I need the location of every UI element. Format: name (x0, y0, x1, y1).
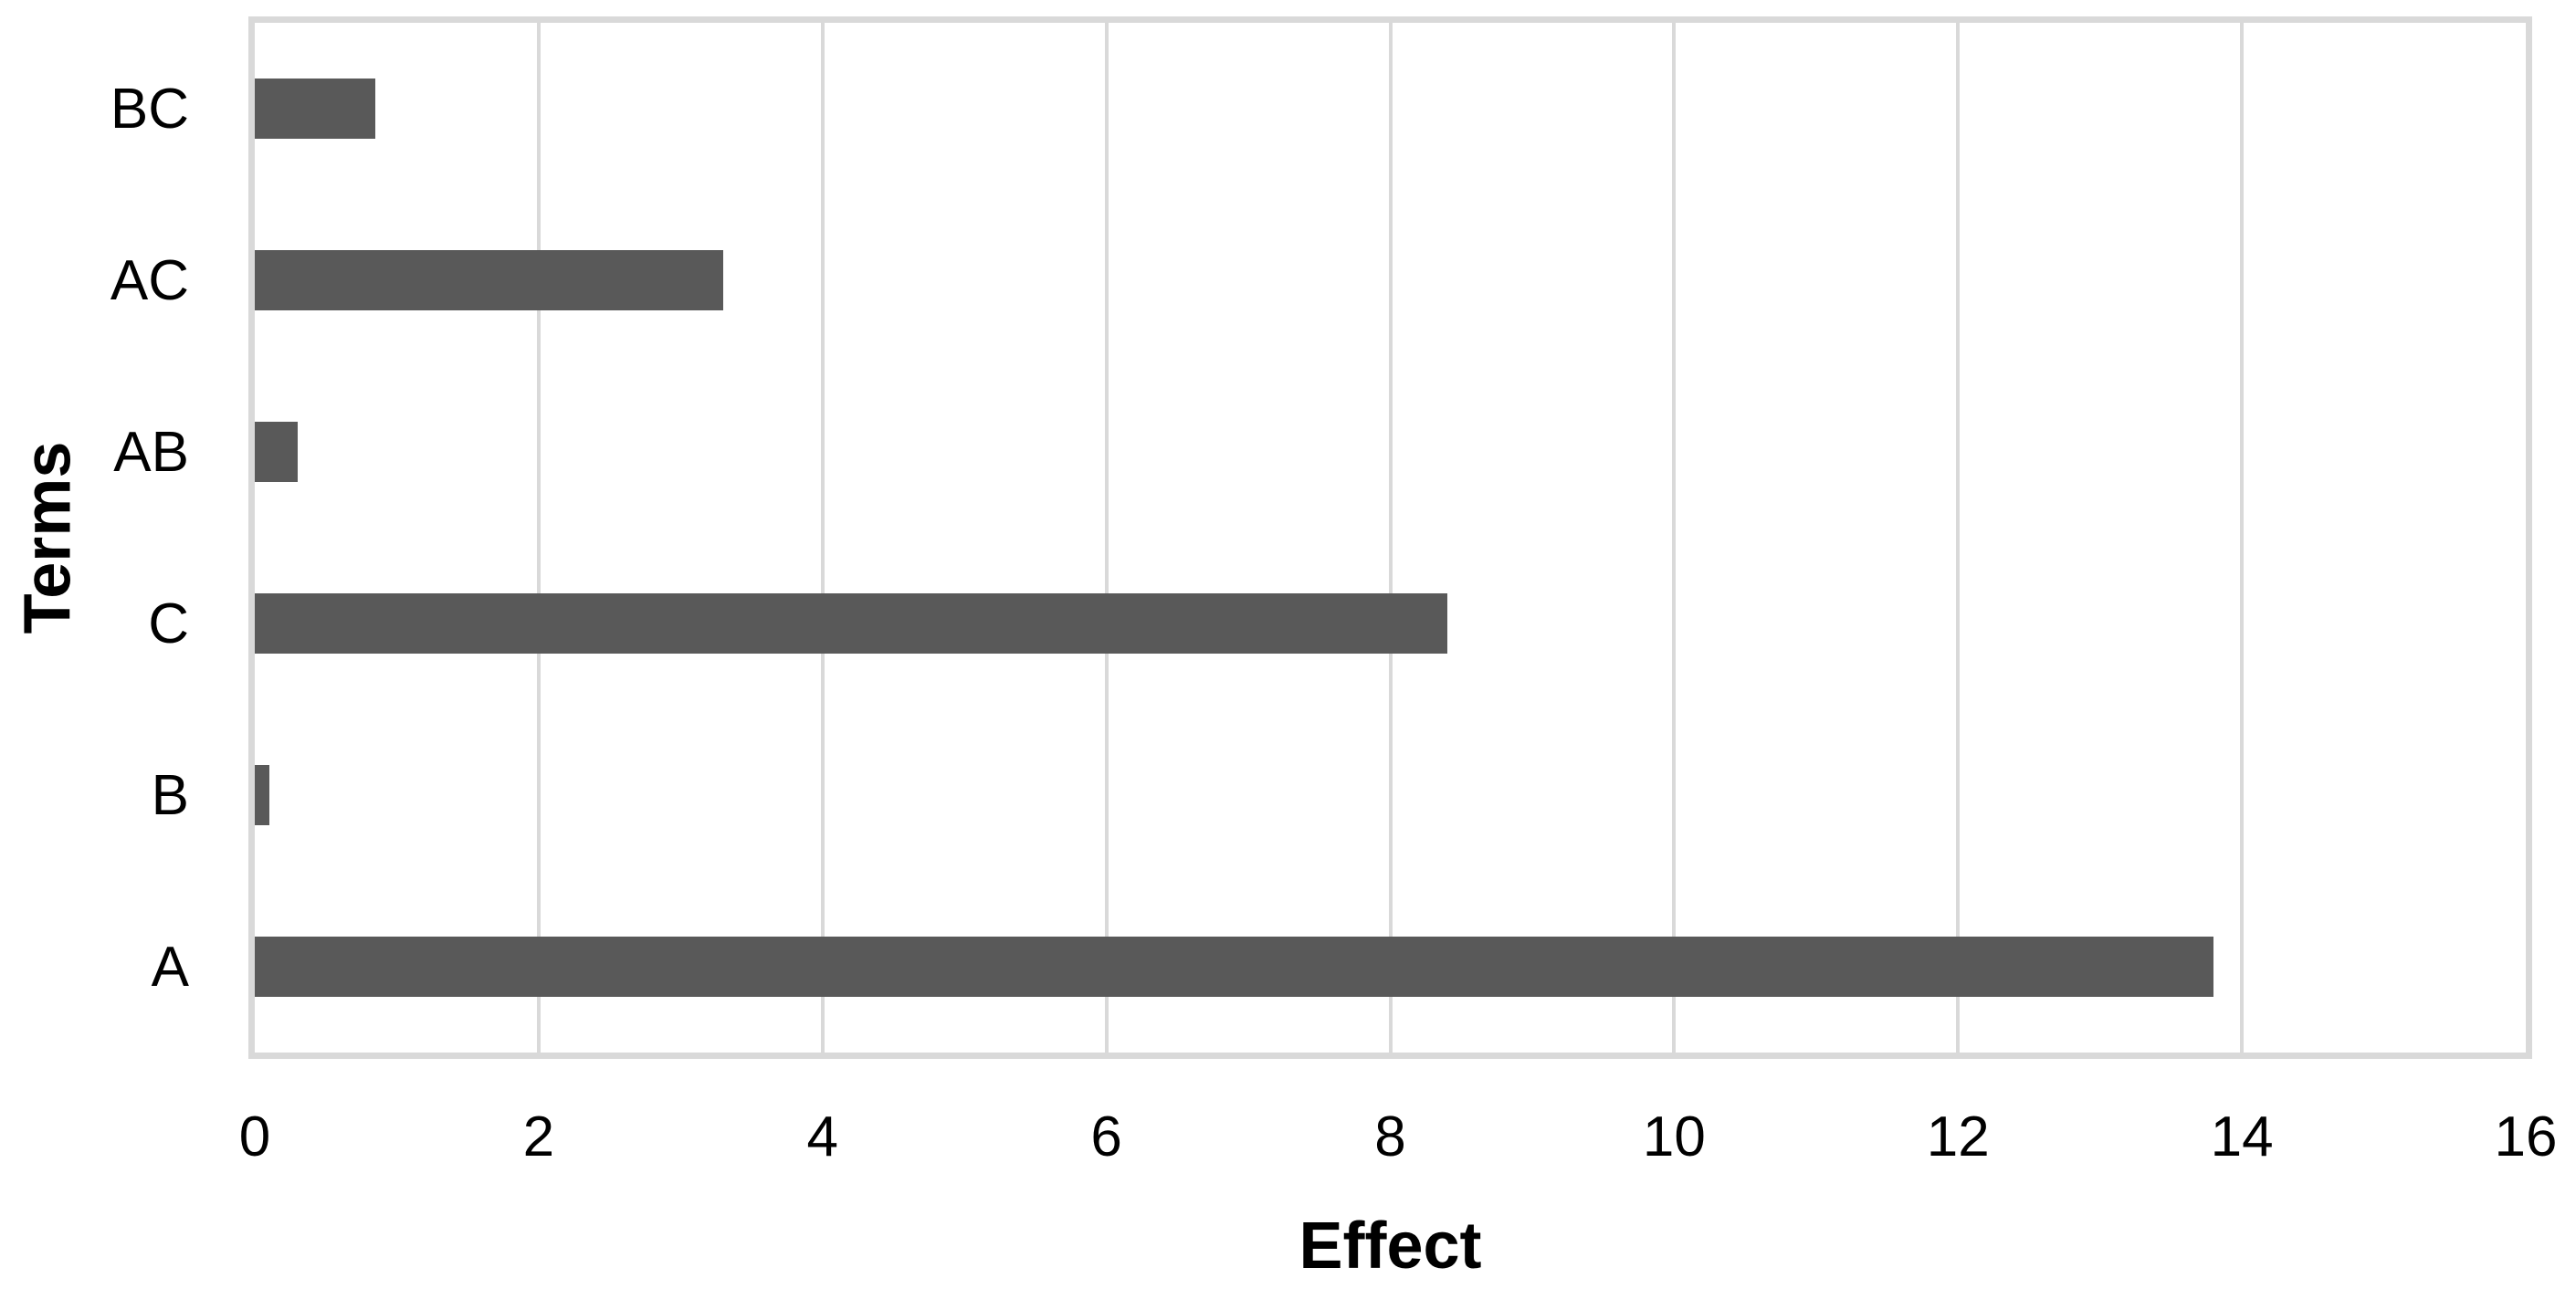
category-label-C: C (148, 592, 189, 655)
gridline-x-10 (1672, 23, 1677, 1053)
bar-BC (255, 79, 376, 139)
bar-A (255, 937, 2214, 997)
x-tick-label-0: 0 (238, 1105, 271, 1168)
category-label-A: A (151, 935, 189, 999)
gridline-x-4 (820, 23, 825, 1053)
plot-area (248, 16, 2532, 1059)
category-label-AB: AB (113, 420, 189, 484)
gridline-x-14 (2240, 23, 2245, 1053)
x-tick-label-14: 14 (2210, 1105, 2274, 1168)
gridline-x-6 (1104, 23, 1109, 1053)
x-axis-title: Effect (1299, 1210, 1482, 1283)
gridline-x-8 (1388, 23, 1393, 1053)
x-tick-label-12: 12 (1926, 1105, 1990, 1168)
y-axis-title: Terms (11, 441, 85, 634)
x-tick-label-2: 2 (522, 1105, 555, 1168)
bar-C (255, 593, 1447, 654)
x-tick-label-16: 16 (2494, 1105, 2558, 1168)
x-tick-label-6: 6 (1090, 1105, 1122, 1168)
x-tick-label-8: 8 (1374, 1105, 1406, 1168)
y-axis-category-labels: BC AC AB C B A (0, 23, 189, 1053)
category-label-AC: AC (110, 248, 189, 312)
x-tick-label-10: 10 (1642, 1105, 1706, 1168)
category-label-BC: BC (110, 77, 189, 141)
category-label-B: B (151, 763, 189, 827)
x-tick-label-4: 4 (806, 1105, 838, 1168)
bar-B (255, 765, 269, 825)
gridline-x-2 (536, 23, 541, 1053)
gridline-x-12 (1956, 23, 1961, 1053)
bar-AC (255, 250, 723, 310)
bar-AB (255, 422, 298, 482)
x-axis-tick-labels: 0 2 4 6 8 10 12 14 16 (239, 1105, 2558, 1178)
y-axis-title-wrap: Terms (0, 23, 95, 1053)
